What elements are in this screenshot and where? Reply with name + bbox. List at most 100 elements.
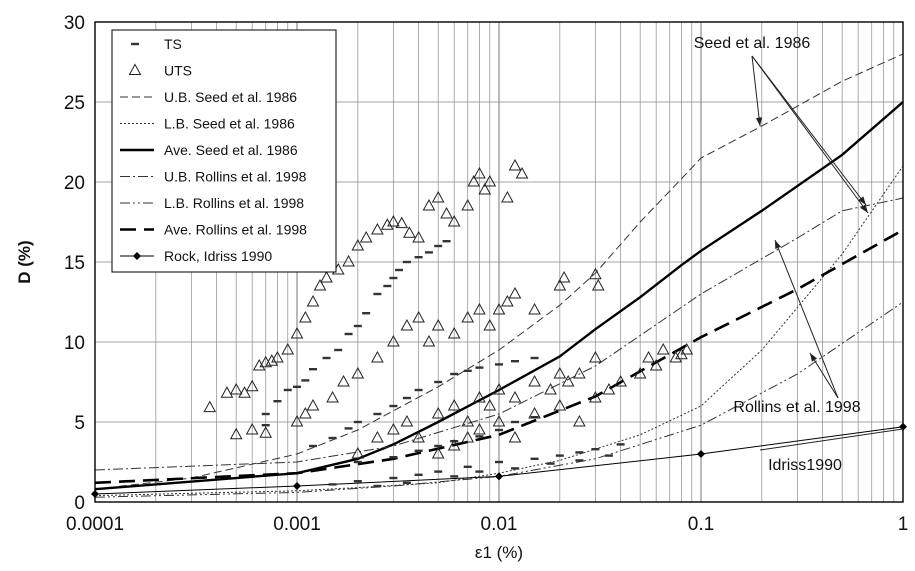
uts-point [342, 254, 355, 267]
legend-label: U.B. Seed et al. 1986 [164, 89, 297, 105]
annotation-label: Idriss1990 [768, 457, 842, 474]
uts-point [431, 446, 445, 459]
uts-point [589, 390, 602, 403]
uts-point [252, 358, 266, 371]
y-tick-label: 20 [64, 173, 85, 194]
uts-point [649, 358, 663, 371]
uts-point [203, 400, 217, 413]
uts-point [299, 310, 312, 323]
y-axis-label: D (%) [15, 240, 34, 283]
arrow-head [775, 240, 781, 249]
curves-group [91, 53, 907, 498]
annotation-arrow [809, 352, 839, 399]
uts-point [412, 310, 425, 323]
uts-point [528, 406, 541, 419]
ts-point [373, 484, 382, 488]
arrow-head [810, 353, 818, 362]
legend-label: Rock, Idriss 1990 [164, 248, 272, 264]
uts-point [591, 278, 605, 291]
ts-point [402, 260, 411, 264]
legend-label: Ave. Seed et al. 1986 [164, 142, 298, 158]
ts-point [475, 470, 484, 473]
uts-point [387, 214, 400, 227]
uts-point [633, 366, 647, 379]
uts-point [614, 374, 627, 387]
uts-point [359, 230, 373, 243]
curve-marker [495, 472, 503, 481]
ts-point [283, 388, 292, 392]
y-tick-label: 15 [64, 253, 85, 274]
ts-point [463, 369, 472, 372]
ts-point [604, 454, 613, 457]
uts-point [561, 374, 575, 387]
x-tick-label: 0.0001 [66, 514, 124, 535]
uts-point [501, 294, 514, 307]
ts-point [414, 449, 423, 452]
y-tick-label: 30 [64, 13, 85, 34]
uts-point [326, 390, 339, 403]
uts-point [351, 366, 365, 379]
uts-point [380, 218, 394, 230]
uts-point [387, 334, 400, 347]
ts-point [293, 385, 301, 388]
ts-point [353, 480, 362, 483]
curve-line [94, 301, 904, 498]
uts-point [492, 414, 506, 427]
uts-point [544, 382, 557, 395]
ts-point [555, 454, 564, 457]
uts-point [528, 374, 541, 387]
ts-point [402, 396, 411, 400]
uts-point [238, 386, 251, 398]
uts-point [412, 230, 425, 243]
uts-point [371, 430, 384, 443]
ts-point [510, 467, 519, 470]
annotation-arrow [751, 55, 869, 214]
ts-point [575, 459, 584, 462]
uts-point [553, 366, 567, 379]
ts-point [530, 356, 539, 360]
ts-point [414, 473, 423, 476]
uts-point [306, 398, 320, 411]
uts-point [669, 350, 683, 363]
ts-point [546, 462, 555, 465]
uts-point [245, 379, 259, 392]
ts-point [530, 457, 539, 460]
ts-point [389, 276, 398, 280]
uts-point [508, 158, 522, 171]
ts-point [334, 348, 343, 352]
uts-point [573, 414, 586, 427]
y-tick-label: 0 [74, 493, 85, 514]
uts-point [395, 216, 409, 229]
ts-point [434, 380, 443, 384]
annotation-arrow [774, 239, 839, 399]
uts-point [259, 426, 273, 438]
uts-point [351, 446, 365, 459]
uts-point [299, 406, 312, 419]
ts-point [424, 251, 433, 254]
x-tick-label: 0.01 [481, 514, 518, 535]
legend-label: L.B. Rollins et al. 1998 [164, 195, 304, 211]
uts-point [245, 422, 259, 435]
ts-point [495, 363, 503, 366]
uts-point [431, 406, 445, 419]
ts-point [450, 372, 459, 376]
ts-point [495, 460, 503, 464]
uts-point [265, 354, 279, 366]
uts-point [461, 414, 475, 427]
ts-point [362, 312, 371, 315]
arrow-head [858, 196, 866, 205]
uts-point [351, 238, 365, 251]
uts-point [281, 342, 295, 355]
uts-point [313, 278, 327, 291]
ts-point [434, 244, 443, 248]
y-tick-label: 10 [64, 333, 85, 354]
uts-point [337, 374, 350, 387]
ts-point [475, 366, 484, 369]
uts-point [447, 438, 461, 451]
uts-point [553, 398, 567, 411]
ts-point [261, 412, 270, 416]
ts-point [328, 436, 337, 440]
curve-marker [293, 482, 301, 490]
